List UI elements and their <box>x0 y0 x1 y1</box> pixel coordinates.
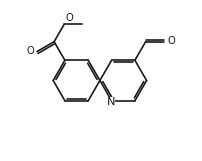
Text: O: O <box>26 46 34 56</box>
Text: O: O <box>65 13 73 23</box>
Text: O: O <box>166 36 174 46</box>
Text: N: N <box>106 97 115 107</box>
